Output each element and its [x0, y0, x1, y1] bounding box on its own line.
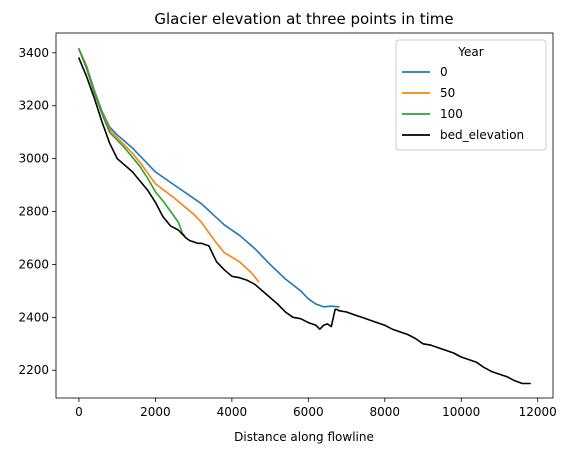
y-axis: 2200 2400 2600 2800 3000 3200 3400 — [18, 46, 56, 377]
legend-label-bed_elevation: bed_elevation — [440, 128, 524, 142]
series-line-100 — [78, 48, 187, 239]
legend: Year 0 50 100 bed_elevation — [395, 39, 547, 151]
y-tick-label: 2600 — [18, 257, 49, 271]
y-tick-label: 3200 — [18, 99, 49, 113]
x-axis: 0 2000 4000 6000 8000 10000 12000 — [75, 398, 557, 419]
y-tick-label: 2800 — [18, 205, 49, 219]
legend-label-50: 50 — [440, 86, 455, 100]
x-tick-label: 0 — [75, 405, 83, 419]
x-tick-label: 12000 — [519, 405, 557, 419]
legend-label-0: 0 — [440, 65, 448, 79]
y-tick-label: 2200 — [18, 363, 49, 377]
legend-box — [395, 39, 547, 151]
plot-lines — [78, 48, 531, 385]
series-line-0 — [78, 48, 340, 308]
x-tick-label: 10000 — [442, 405, 480, 419]
chart-title: Glacier elevation at three points in tim… — [154, 10, 453, 28]
legend-title: Year — [457, 45, 483, 59]
x-axis-label: Distance along flowline — [234, 430, 374, 444]
legend-entries: 0 50 100 bed_elevation — [402, 65, 524, 142]
x-tick-label: 4000 — [217, 405, 248, 419]
y-tick-label: 3000 — [18, 152, 49, 166]
x-tick-label: 6000 — [293, 405, 324, 419]
y-tick-label: 3400 — [18, 46, 49, 60]
legend-label-100: 100 — [440, 107, 463, 121]
plot-frame — [55, 32, 554, 399]
series-line-bed_elevation — [78, 57, 531, 385]
x-tick-label: 8000 — [370, 405, 401, 419]
y-tick-label: 2400 — [18, 310, 49, 324]
x-tick-label: 2000 — [140, 405, 171, 419]
